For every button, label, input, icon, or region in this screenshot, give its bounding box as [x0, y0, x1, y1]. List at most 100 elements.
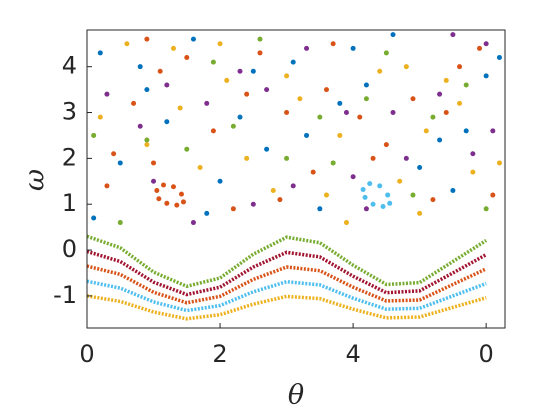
y-tick-label: 4: [62, 52, 77, 80]
point: [144, 87, 150, 93]
point: [230, 206, 236, 212]
x-tick-label: 0: [79, 340, 94, 368]
point: [91, 215, 97, 221]
point: [204, 210, 210, 216]
point: [360, 187, 366, 193]
point: [450, 187, 456, 193]
point: [337, 132, 343, 138]
point: [284, 73, 290, 79]
point: [483, 206, 489, 212]
point: [362, 194, 368, 200]
point: [463, 128, 469, 134]
point: [304, 45, 310, 51]
point: [104, 183, 110, 189]
point: [144, 36, 150, 42]
point: [423, 128, 429, 134]
point: [370, 155, 376, 161]
point: [470, 151, 476, 157]
point: [390, 110, 396, 116]
point: [323, 87, 329, 93]
point: [450, 32, 456, 38]
point: [137, 64, 143, 70]
point: [470, 169, 476, 175]
point: [264, 146, 270, 152]
point: [304, 132, 310, 138]
point: [224, 77, 230, 83]
point: [496, 55, 502, 61]
y-tick-label: -1: [53, 281, 77, 309]
point: [104, 91, 110, 97]
point: [310, 169, 316, 175]
point: [490, 128, 496, 134]
point: [180, 199, 186, 205]
curve: [86, 294, 487, 321]
point: [330, 160, 336, 166]
point: [197, 165, 203, 171]
point: [437, 91, 443, 97]
point: [244, 155, 250, 161]
point: [270, 187, 276, 193]
point: [144, 137, 150, 143]
point: [237, 68, 243, 74]
point: [363, 206, 369, 212]
point: [97, 50, 103, 56]
point: [164, 119, 170, 125]
x-tick-label: 4: [345, 340, 360, 368]
point: [151, 160, 157, 166]
point: [317, 206, 323, 212]
point: [161, 182, 167, 188]
point: [117, 160, 123, 166]
point: [330, 41, 336, 47]
point: [164, 82, 170, 88]
point: [284, 155, 290, 161]
point: [277, 197, 283, 203]
point: [170, 184, 176, 190]
point: [204, 100, 210, 106]
point: [397, 178, 403, 184]
x-tick-label: 2: [212, 340, 227, 368]
point: [250, 68, 256, 74]
point: [250, 201, 256, 207]
point: [377, 183, 383, 189]
y-axis-label: ω: [20, 169, 51, 191]
point: [343, 110, 349, 116]
point: [157, 68, 163, 74]
curve: [86, 234, 488, 289]
point: [457, 64, 463, 70]
curve: [86, 249, 488, 297]
point: [483, 41, 489, 47]
point: [490, 192, 496, 198]
point: [151, 178, 157, 184]
x-tick-label: 0: [479, 340, 494, 368]
point: [284, 110, 290, 116]
y-tick-label: 0: [62, 235, 77, 263]
point: [217, 41, 223, 47]
point: [144, 142, 150, 148]
point: [264, 87, 270, 93]
point: [137, 123, 143, 129]
point: [343, 220, 349, 226]
point: [385, 192, 391, 198]
point: [417, 210, 423, 216]
point: [131, 100, 137, 106]
point: [217, 178, 223, 184]
point: [164, 200, 170, 206]
point: [367, 181, 373, 187]
point: [350, 45, 356, 51]
point: [124, 41, 130, 47]
point: [430, 197, 436, 203]
plot-frame: [86, 29, 506, 329]
point: [477, 45, 483, 51]
point: [170, 45, 176, 51]
point: [363, 82, 369, 88]
point: [297, 96, 303, 102]
point: [377, 68, 383, 74]
point: [237, 114, 243, 120]
point: [370, 201, 376, 207]
point: [117, 220, 123, 226]
point: [97, 114, 103, 120]
point: [91, 132, 97, 138]
point: [403, 155, 409, 161]
point: [317, 114, 323, 120]
